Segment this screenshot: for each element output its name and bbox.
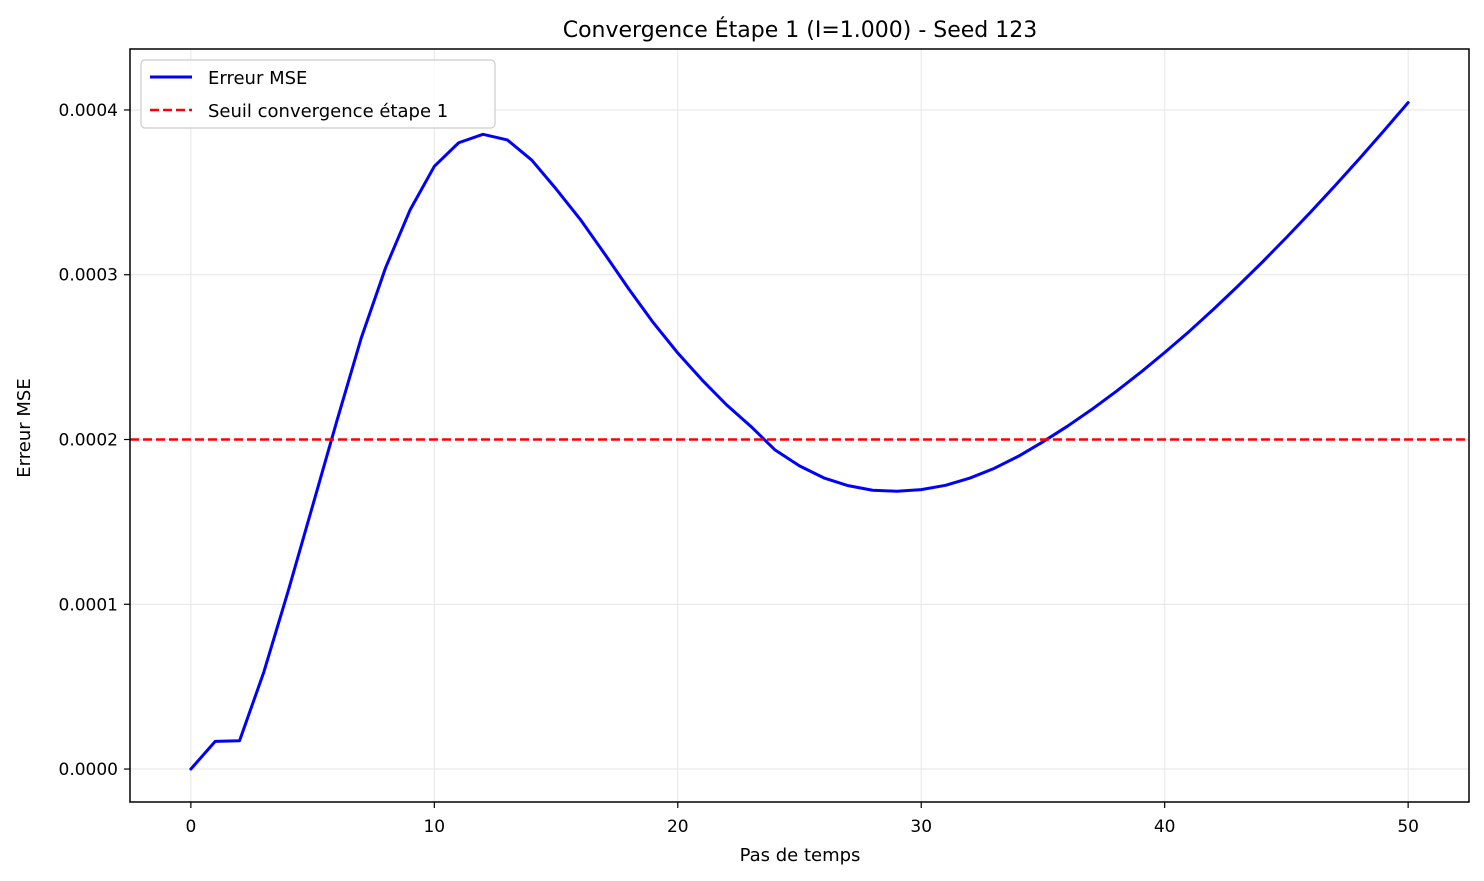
y-tick-label: 0.0003: [59, 266, 118, 286]
x-tick-label: 30: [910, 817, 932, 837]
x-tick-label: 50: [1397, 817, 1419, 837]
chart-title: Convergence Étape 1 (I=1.000) - Seed 123: [563, 17, 1038, 43]
legend-label-threshold: Seuil convergence étape 1: [208, 101, 448, 122]
x-tick-label: 0: [185, 817, 196, 837]
legend-box: [140, 59, 496, 129]
y-tick-label: 0.0000: [59, 760, 118, 780]
y-tick-label: 0.0004: [59, 101, 118, 121]
y-axis-label: Erreur MSE: [14, 378, 35, 477]
x-axis-label: Pas de temps: [740, 845, 861, 866]
y-tick-label: 0.0002: [59, 431, 118, 451]
y-tick-label: 0.0001: [59, 595, 118, 615]
x-tick-label: 20: [667, 817, 689, 837]
legend: Erreur MSE Seuil convergence étape 1: [140, 59, 496, 129]
legend-label-mse: Erreur MSE: [208, 68, 307, 89]
plot-series: [130, 101, 1469, 771]
mse-series-line: [189, 101, 1410, 771]
x-tick-label: 10: [423, 817, 445, 837]
plot-frame: [129, 48, 1470, 803]
axis-ticks: 0 10 20 30 40 50 0.0000 0.0001 0.0002 0.0003 0.000…: [59, 101, 1419, 837]
x-tick-label: 40: [1154, 817, 1176, 837]
